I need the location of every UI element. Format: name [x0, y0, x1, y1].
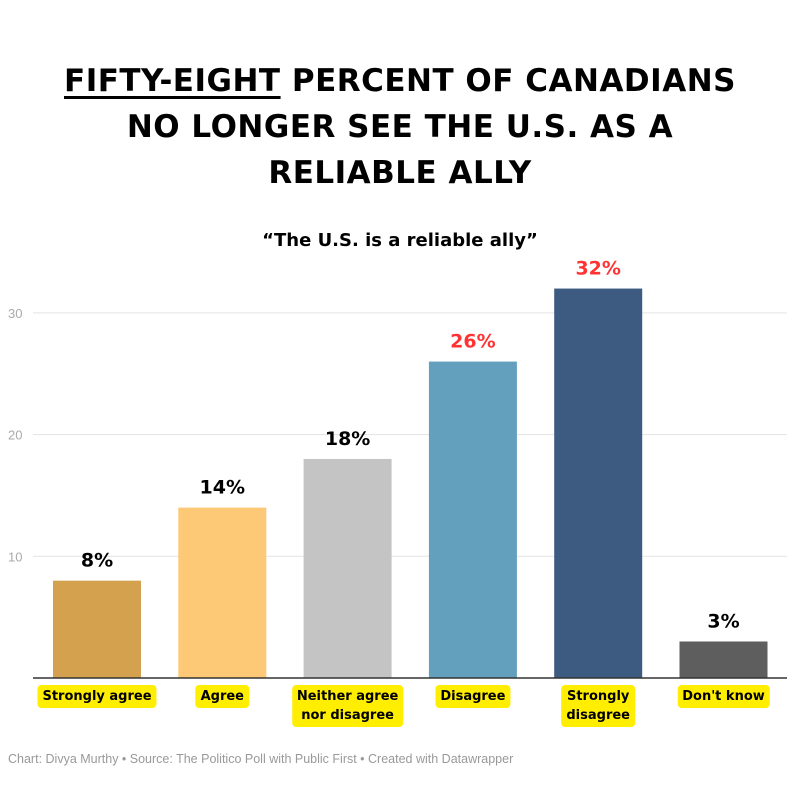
bar — [178, 507, 267, 678]
x-tick-label: Agree — [195, 685, 250, 708]
chart-footer: Chart: Divya Murthy • Source: The Politi… — [8, 752, 514, 766]
headline-emphasis: FIFTY-EIGHT — [64, 63, 281, 99]
x-tick-label: Don't know — [677, 685, 770, 708]
bar — [554, 288, 643, 678]
x-tick-label: Disagree — [435, 685, 511, 708]
data-label: 8% — [81, 550, 113, 572]
bar — [679, 641, 768, 678]
data-label: 18% — [325, 428, 370, 450]
x-tick-label: Neither agree nor disagree — [291, 685, 404, 727]
y-tick-label: 20 — [8, 428, 22, 443]
x-tick-label: Strongly agree — [37, 685, 157, 708]
chart-title: “The U.S. is a reliable ally” — [262, 230, 538, 251]
headline-line2: NO LONGER SEE THE U.S. AS A — [126, 109, 674, 145]
headline-line1: PERCENT OF CANADIANS — [280, 63, 736, 99]
y-tick-label: 30 — [8, 306, 22, 321]
y-tick-label: 10 — [8, 549, 22, 564]
headline-line3: RELIABLE ALLY — [268, 155, 532, 191]
data-label: 26% — [450, 331, 495, 353]
bar — [303, 458, 392, 678]
data-label: 32% — [575, 258, 620, 280]
bar — [53, 580, 141, 678]
x-tick-label: Strongly disagree — [561, 685, 635, 727]
chart-headline: FIFTY-EIGHT PERCENT OF CANADIANS NO LONG… — [0, 58, 800, 196]
data-label: 14% — [200, 477, 245, 499]
data-label: 3% — [707, 610, 739, 632]
bar — [428, 361, 517, 678]
